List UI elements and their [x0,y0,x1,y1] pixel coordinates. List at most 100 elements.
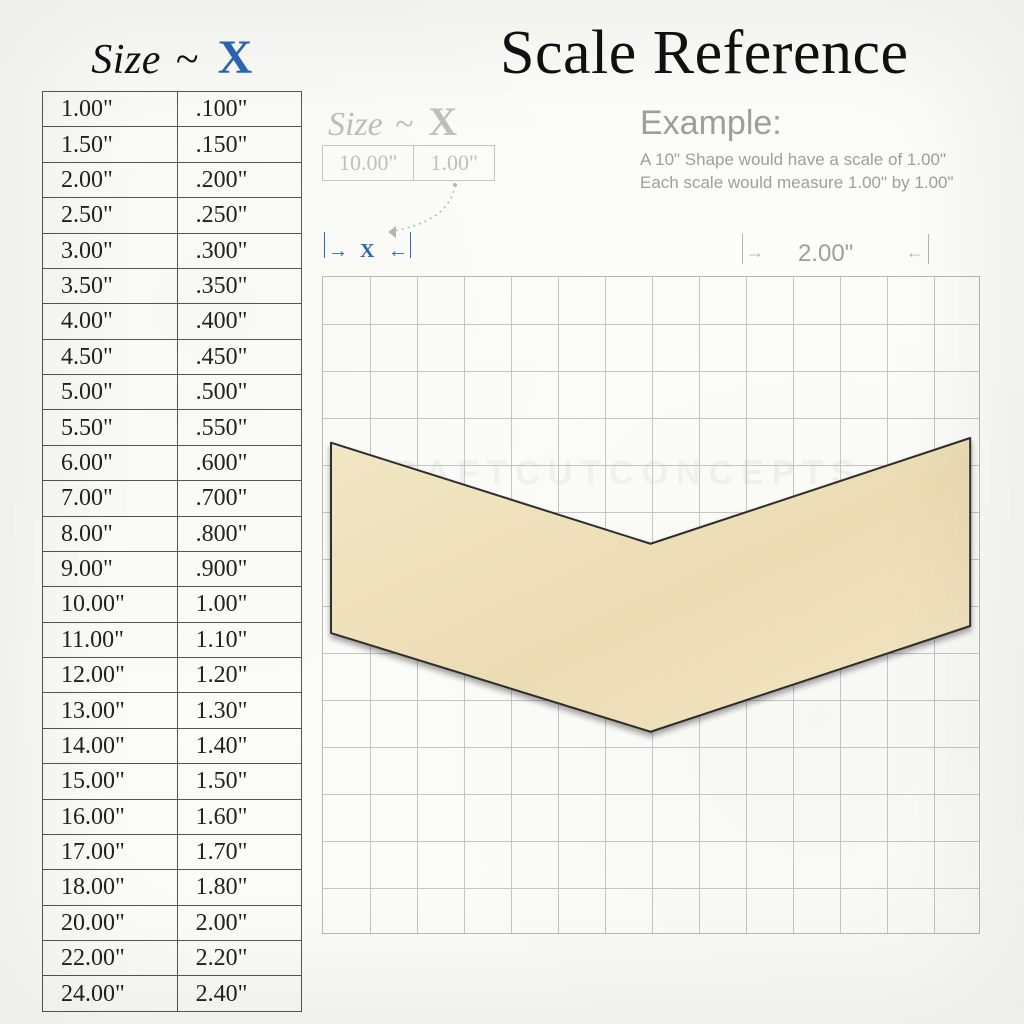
table-row: 2.00".200" [43,162,302,197]
size-table-title-x: X [218,31,253,84]
table-row: 18.00"1.80" [43,870,302,905]
table-row: 3.00".300" [43,233,302,268]
x-cell: 1.30" [177,693,301,728]
table-row: 4.50".450" [43,339,302,374]
size-cell: 2.50" [43,198,178,233]
x-cell: .700" [177,481,301,516]
x-cell: .400" [177,304,301,339]
arrow-right-icon: ← [388,240,408,263]
mini-cell-size: 10.00" [323,146,414,181]
size-cell: 10.00" [43,587,178,622]
size-table-wrap: Size ~ X 1.00".100"1.50".150"2.00".200"2… [42,30,302,1012]
size-cell: 18.00" [43,870,178,905]
x-cell: .350" [177,268,301,303]
x-cell: .450" [177,339,301,374]
table-row: 7.00".700" [43,481,302,516]
table-row: 13.00"1.30" [43,693,302,728]
x-cell: .600" [177,445,301,480]
table-row: 8.00".800" [43,516,302,551]
x-cell: 1.60" [177,799,301,834]
table-row: 12.00"1.20" [43,658,302,693]
size-cell: 17.00" [43,834,178,869]
table-row: 11.00"1.10" [43,622,302,657]
mini-header-sep: ~ [391,106,419,143]
size-cell: 4.00" [43,304,178,339]
size-cell: 13.00" [43,693,178,728]
size-cell: 1.50" [43,127,178,162]
table-row: 3.50".350" [43,268,302,303]
x-cell: .300" [177,233,301,268]
table-row: 5.00".500" [43,375,302,410]
x-cell: .550" [177,410,301,445]
x-cell: .800" [177,516,301,551]
table-row: 20.00"2.00" [43,905,302,940]
page-title: Scale Reference [500,18,909,89]
table-row: 6.00".600" [43,445,302,480]
size-cell: 3.50" [43,268,178,303]
size-cell: 9.00" [43,551,178,586]
mini-header: Size ~ X [328,98,457,145]
x-cell: 1.20" [177,658,301,693]
size-cell: 15.00" [43,764,178,799]
size-cell: 20.00" [43,905,178,940]
table-row: 9.00".900" [43,551,302,586]
table-row: 16.00"1.60" [43,799,302,834]
table-row: 1.50".150" [43,127,302,162]
x-cell: 1.80" [177,870,301,905]
x-dimension-label: X [360,240,374,263]
size-cell: 4.50" [43,339,178,374]
size-cell: 11.00" [43,622,178,657]
arrow-right-icon: ← [906,242,924,263]
x-cell: 2.00" [177,905,301,940]
table-row: 5.50".550" [43,410,302,445]
chevron-shape [325,432,976,742]
size-cell: 8.00" [43,516,178,551]
x-cell: 1.50" [177,764,301,799]
x-cell: 2.20" [177,941,301,976]
x-cell: 1.10" [177,622,301,657]
size-table-title-sep: ~ [172,37,207,83]
table-row: 15.00"1.50" [43,764,302,799]
arrow-left-icon: → [746,242,764,263]
mini-header-x: X [428,99,457,144]
arrow-left-icon: → [328,240,348,263]
example-block: Example: A 10" Shape would have a scale … [640,104,1000,195]
two-inch-label: 2.00" [798,240,853,268]
two-inch-dimension: → ← 2.00" [730,234,930,274]
x-cell: 2.40" [177,976,301,1011]
x-cell: 1.40" [177,728,301,763]
mini-table: 10.00" 1.00" [322,145,495,181]
table-row: 2.50".250" [43,198,302,233]
mini-cell-x: 1.00" [414,146,494,181]
size-table-title: Size ~ X [42,30,302,85]
x-cell: .150" [177,127,301,162]
size-cell: 5.00" [43,375,178,410]
size-table-title-label: Size [91,37,161,83]
size-cell: 22.00" [43,941,178,976]
example-line-2: Each scale would measure 1.00" by 1.00" [640,172,1000,195]
x-cell: .250" [177,198,301,233]
x-cell: .500" [177,375,301,410]
size-cell: 16.00" [43,799,178,834]
x-cell: 1.70" [177,834,301,869]
table-row: 22.00"2.20" [43,941,302,976]
size-cell: 7.00" [43,481,178,516]
size-cell: 5.50" [43,410,178,445]
example-title: Example: [640,104,1000,143]
x-cell: 1.00" [177,587,301,622]
table-row: 1.00".100" [43,92,302,127]
size-cell: 12.00" [43,658,178,693]
size-cell: 2.00" [43,162,178,197]
size-cell: 6.00" [43,445,178,480]
table-row: 14.00"1.40" [43,728,302,763]
size-table: 1.00".100"1.50".150"2.00".200"2.50".250"… [42,91,302,1012]
example-line-1: A 10" Shape would have a scale of 1.00" [640,149,1000,172]
x-cell: .100" [177,92,301,127]
size-cell: 3.00" [43,233,178,268]
size-cell: 24.00" [43,976,178,1011]
size-cell: 14.00" [43,728,178,763]
table-row: 24.00"2.40" [43,976,302,1011]
table-row: 17.00"1.70" [43,834,302,869]
x-cell: .900" [177,551,301,586]
table-row: 10.00"1.00" [43,587,302,622]
